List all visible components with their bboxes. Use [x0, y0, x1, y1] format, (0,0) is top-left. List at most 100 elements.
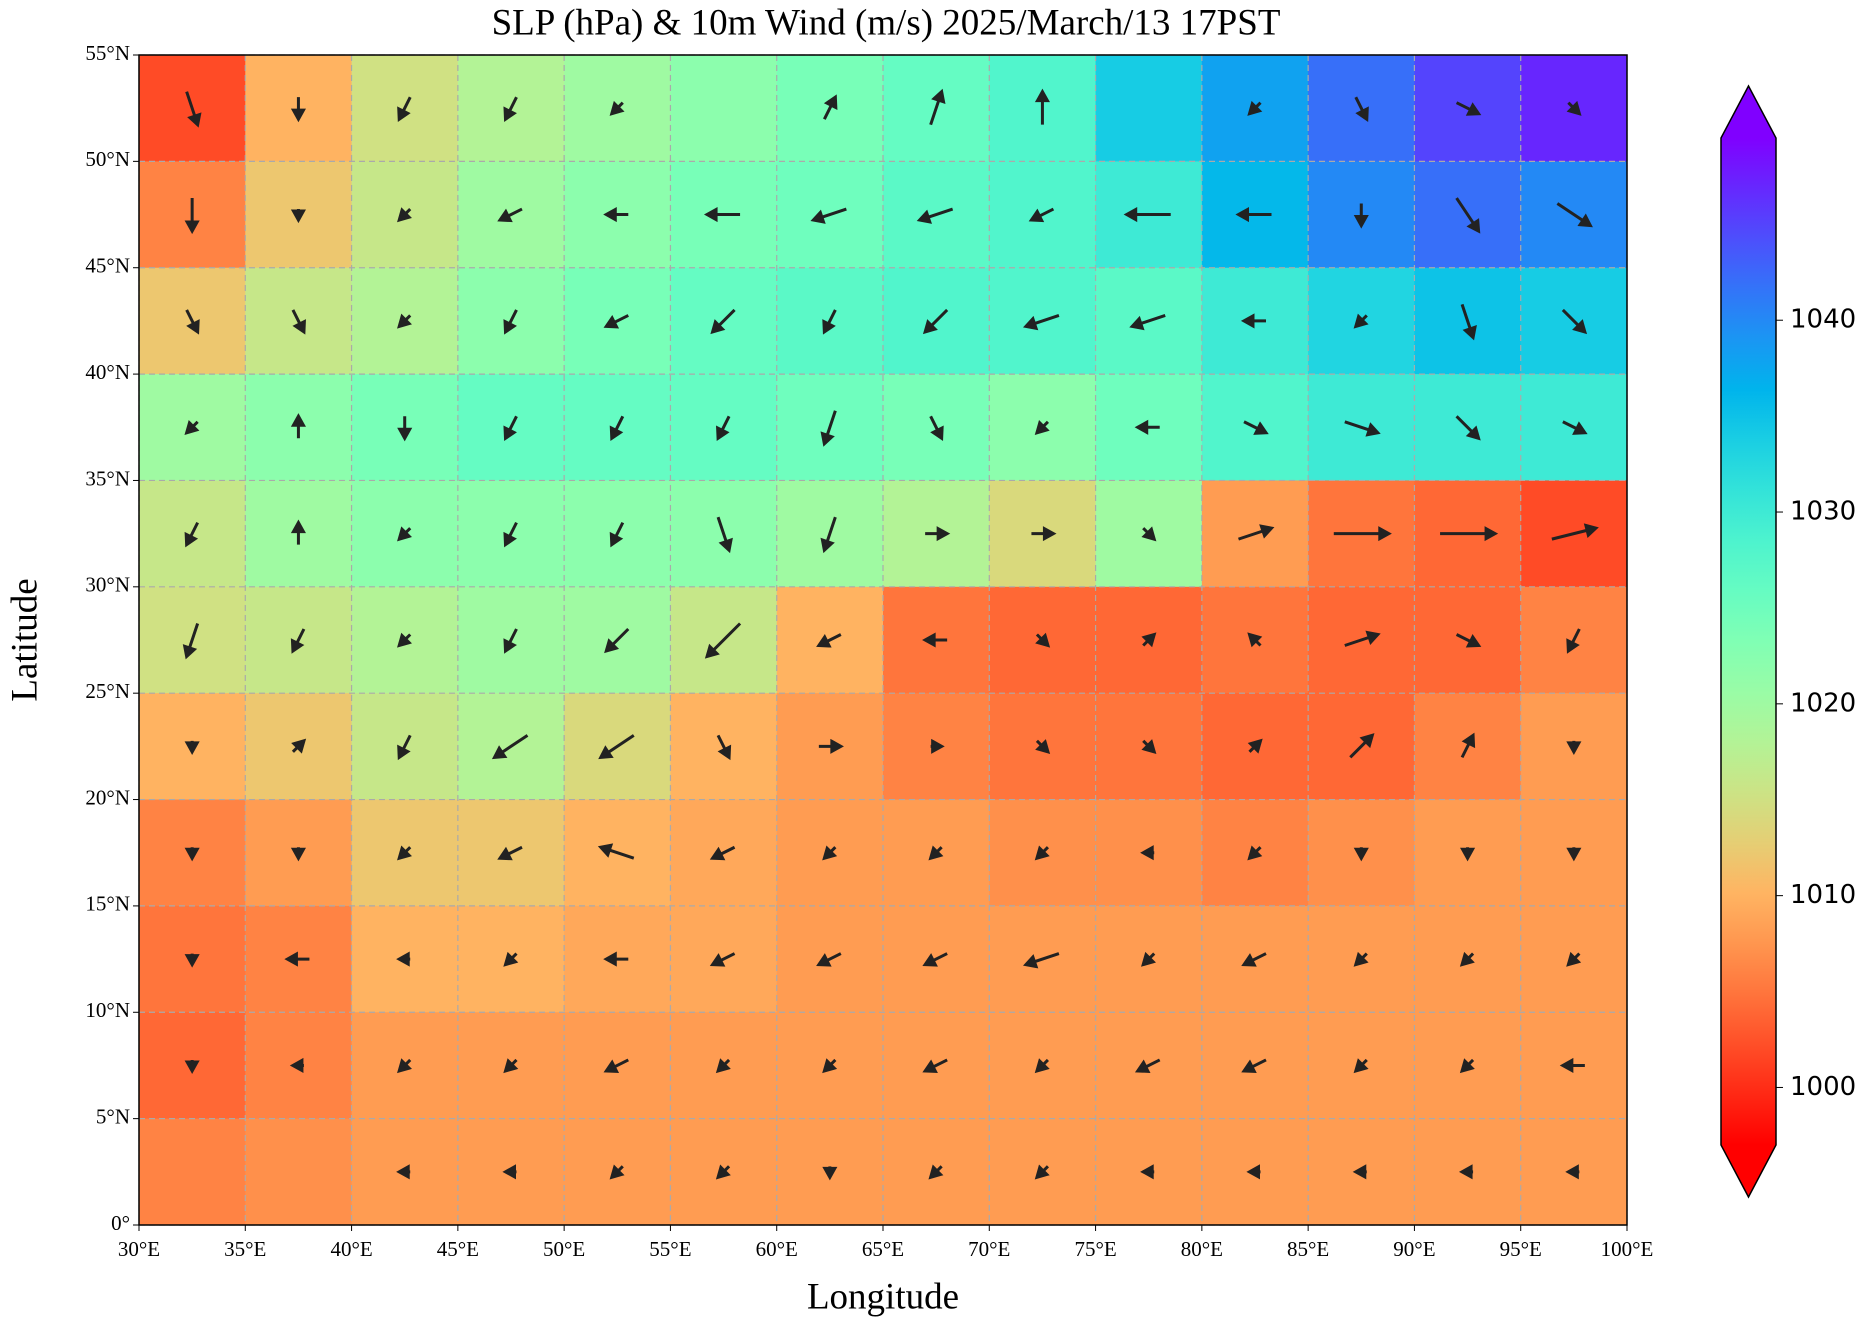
wind-arrow [1034, 420, 1050, 435]
y-tick-label: 55°N [85, 41, 130, 65]
y-tick-label: 10°N [85, 998, 130, 1022]
wind-arrow [503, 521, 518, 548]
x-tick-label: 85°E [1287, 1237, 1329, 1261]
wind-arrow [822, 309, 837, 335]
wind-arrow [603, 314, 629, 329]
wind-arrow [1440, 526, 1499, 542]
wind-arrow [290, 97, 306, 123]
wind-arrow [609, 415, 625, 442]
wind-arrow [1566, 847, 1582, 862]
wind-arrow [396, 1164, 411, 1180]
y-tick-label: 0° [111, 1211, 130, 1235]
wind-arrow [182, 623, 200, 660]
wind-arrow [1460, 303, 1477, 341]
y-tick-label: 35°N [85, 466, 130, 490]
x-tick-label: 55°E [649, 1237, 691, 1261]
wind-arrow [1123, 206, 1171, 223]
wind-arrow [598, 734, 635, 760]
x-axis-label: Longitude [807, 1276, 959, 1317]
wind-arrow [491, 734, 529, 760]
colorbar-tick-label: 1030 [1790, 497, 1856, 527]
wind-arrow [290, 847, 306, 862]
y-tick-label: 50°N [85, 147, 130, 171]
wind-arrow [1353, 313, 1369, 329]
wind-arrow [597, 843, 635, 860]
wind-arrow [503, 309, 518, 335]
x-tick-label: 100°E [1601, 1237, 1654, 1261]
wind-arrow [603, 206, 629, 223]
wind-arrow [1455, 197, 1481, 234]
slp-cell [139, 1118, 246, 1226]
wind-arrow [715, 1058, 731, 1074]
wind-arrow [1566, 628, 1581, 654]
wind-arrow [1035, 739, 1051, 755]
wind-arrow [397, 1058, 412, 1074]
wind-arrow [922, 632, 948, 648]
colorbar [1721, 138, 1776, 1145]
wind-arrow [1134, 419, 1160, 435]
wind-arrow [290, 413, 306, 439]
x-tick-label: 45°E [437, 1237, 479, 1261]
x-tick-label: 30°E [118, 1237, 160, 1261]
wind-arrow [1035, 632, 1051, 648]
wind-arrow [922, 1058, 948, 1074]
wind-arrow [1241, 1058, 1267, 1074]
wind-arrow [291, 738, 307, 754]
x-tick-label: 50°E [543, 1237, 585, 1261]
wind-arrow [820, 516, 837, 554]
y-tick-label: 40°N [85, 360, 130, 384]
slp-cell [245, 1118, 353, 1226]
wind-arrow [290, 628, 306, 654]
wind-arrow [397, 313, 412, 329]
wind-arrow [1565, 1164, 1580, 1180]
wind-arrow [715, 1164, 731, 1180]
wind-arrow [503, 951, 519, 967]
wind-arrow [716, 516, 733, 554]
wind-arrow [503, 96, 518, 122]
wind-arrow [1353, 847, 1369, 862]
wind-arrow [1556, 202, 1593, 228]
wind-arrow [497, 845, 523, 861]
wind-arrow [823, 94, 838, 120]
wind-arrow [503, 1058, 519, 1074]
slp-cell [1095, 55, 1203, 162]
wind-arrow [1354, 96, 1369, 122]
wind-arrow [1333, 526, 1392, 542]
wind-arrow [1460, 732, 1476, 759]
wind-arrow [816, 952, 842, 967]
wind-arrow [609, 100, 625, 116]
x-tick-label: 70°E [968, 1237, 1010, 1261]
wind-arrow [1455, 101, 1482, 116]
x-tick-label: 80°E [1181, 1237, 1223, 1261]
x-tick-label: 65°E [862, 1237, 904, 1261]
wind-arrow [291, 309, 306, 335]
wind-arrow [1551, 523, 1599, 541]
wind-arrow [284, 951, 310, 967]
colorbar-outline [1720, 84, 1777, 1199]
wind-arrow [1034, 1058, 1050, 1074]
wind-arrow [289, 1057, 304, 1073]
wind-arrow [1141, 739, 1157, 755]
wind-arrow [1349, 733, 1375, 759]
wind-arrow [290, 519, 306, 545]
wind-arrow [397, 207, 412, 223]
wind-arrow [710, 308, 736, 335]
wind-arrow [1246, 1164, 1261, 1180]
wind-arrow [1034, 845, 1050, 861]
x-tick-label: 35°E [224, 1237, 266, 1261]
x-tick-label: 90°E [1393, 1237, 1435, 1261]
wind-arrow [1034, 88, 1050, 125]
x-tick-label: 60°E [756, 1237, 798, 1261]
wind-arrow [184, 198, 200, 235]
wind-arrow [1562, 420, 1588, 435]
colorbar-tick-label: 1040 [1790, 305, 1856, 335]
wind-arrow [397, 845, 412, 861]
wind-arrow [1028, 207, 1055, 223]
wind-arrow [397, 734, 412, 761]
wind-arrow [603, 1058, 629, 1074]
wind-arrow [928, 845, 944, 861]
wind-arrow [184, 521, 199, 548]
wind-arrow [184, 847, 200, 862]
colorbar-tick-label: 1000 [1790, 1072, 1856, 1102]
